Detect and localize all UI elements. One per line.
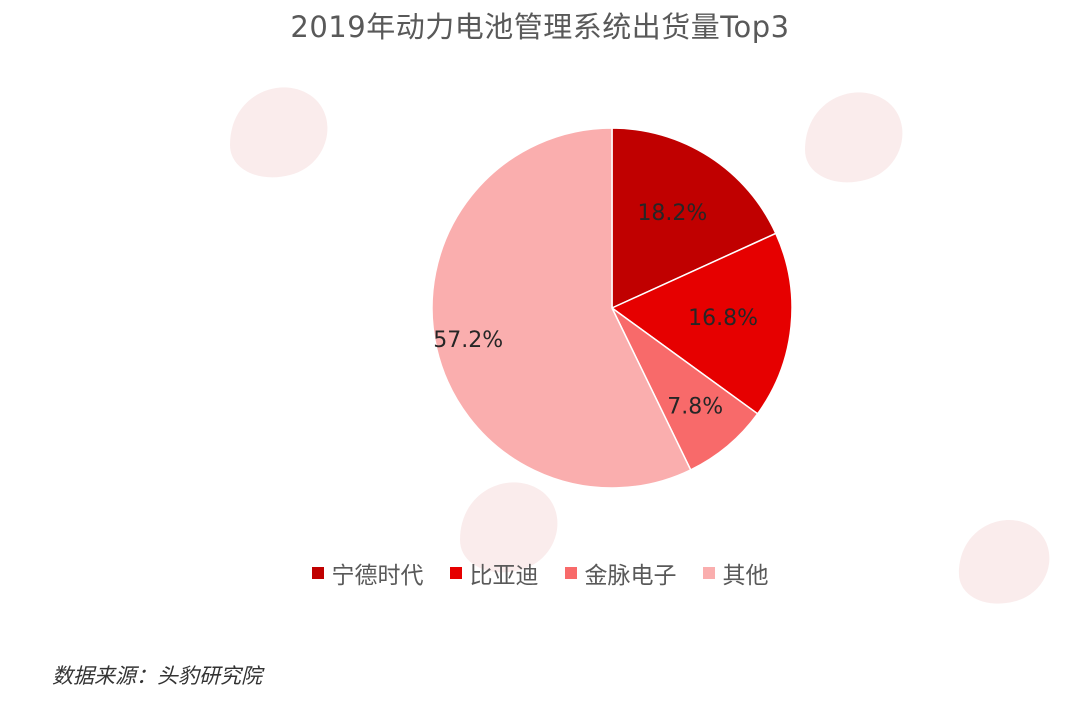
slice-byd <box>610 232 793 415</box>
slice-byd-label: 16.8% <box>688 306 758 331</box>
legend-swatch <box>449 567 462 579</box>
slice-jinmai-label: 7.8% <box>667 394 723 419</box>
slice-catl <box>611 127 777 310</box>
legend-item-jinmai: 金脉电子 <box>564 556 677 590</box>
chart-title: 2019年动力电池管理系统出货量Top3 <box>290 10 790 44</box>
legend-swatch <box>564 567 577 579</box>
pie-chart: 18.2% 16.8% 7.8% 57.2% <box>431 127 793 489</box>
source-note: 数据来源：头豹研究院 <box>52 664 262 688</box>
slice-others-label: 57.2% <box>433 328 503 353</box>
legend-swatch <box>311 567 324 579</box>
slice-others <box>431 127 692 489</box>
legend-item-others: 其他 <box>702 556 769 590</box>
legend-item-catl: 宁德时代 <box>311 556 424 590</box>
legend-swatch <box>702 567 715 579</box>
slice-catl-label: 18.2% <box>637 201 707 226</box>
legend-label: 金脉电子 <box>584 563 677 589</box>
legend-label: 比亚迪 <box>469 563 539 589</box>
legend-label: 其他 <box>722 563 769 589</box>
legend: 宁德时代 比亚迪 金脉电子 其他 <box>0 556 1080 590</box>
legend-label: 宁德时代 <box>331 563 424 589</box>
legend-item-byd: 比亚迪 <box>449 556 539 590</box>
